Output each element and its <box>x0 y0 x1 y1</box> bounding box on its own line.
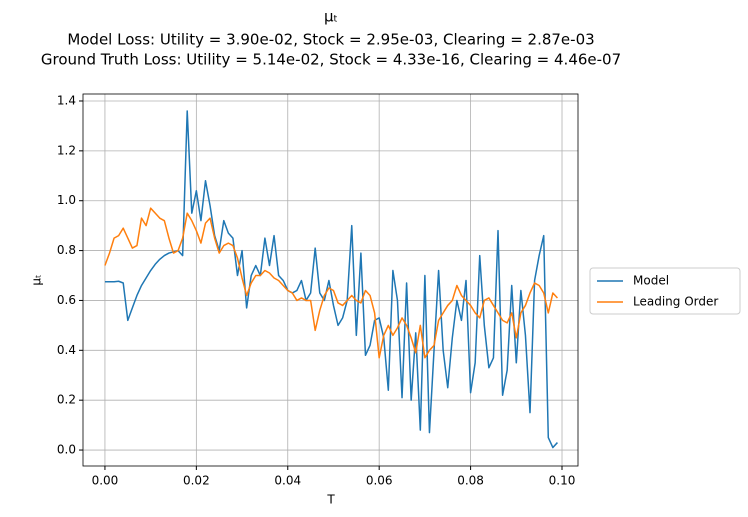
x-tick-label: 0.04 <box>274 474 301 488</box>
x-tick-label: 0.02 <box>183 474 210 488</box>
y-tick-label: 1.4 <box>57 93 76 107</box>
y-tick-label: 1.2 <box>57 143 76 157</box>
x-tick-label: 0.06 <box>366 474 393 488</box>
y-tick-label: 1.0 <box>57 193 76 207</box>
legend-label: Leading Order <box>633 295 718 309</box>
y-tick-label: 0.0 <box>57 443 76 457</box>
chart-subtitle: Model Loss: Utility = 3.90e-02, Stock = … <box>67 31 594 49</box>
chart-title: μₜ <box>324 8 338 26</box>
chart-subtitle: Ground Truth Loss: Utility = 5.14e-02, S… <box>41 51 621 69</box>
x-axis-label: T <box>326 493 335 507</box>
line <box>104 110 558 449</box>
plot-frame <box>82 93 579 467</box>
y-tick-label: 0.6 <box>57 293 76 307</box>
x-tick-label: 0.08 <box>457 474 484 488</box>
y-tick-label: 0.4 <box>57 343 76 357</box>
x-tick-label: 0.00 <box>92 474 119 488</box>
y-tick-label: 0.8 <box>57 243 76 257</box>
line <box>104 207 558 359</box>
legend-label: Model <box>633 274 669 288</box>
x-tick-label: 0.10 <box>549 474 576 488</box>
legend-box <box>589 267 741 315</box>
y-tick-label: 0.2 <box>57 393 76 407</box>
y-axis-label: μₜ <box>30 274 44 285</box>
